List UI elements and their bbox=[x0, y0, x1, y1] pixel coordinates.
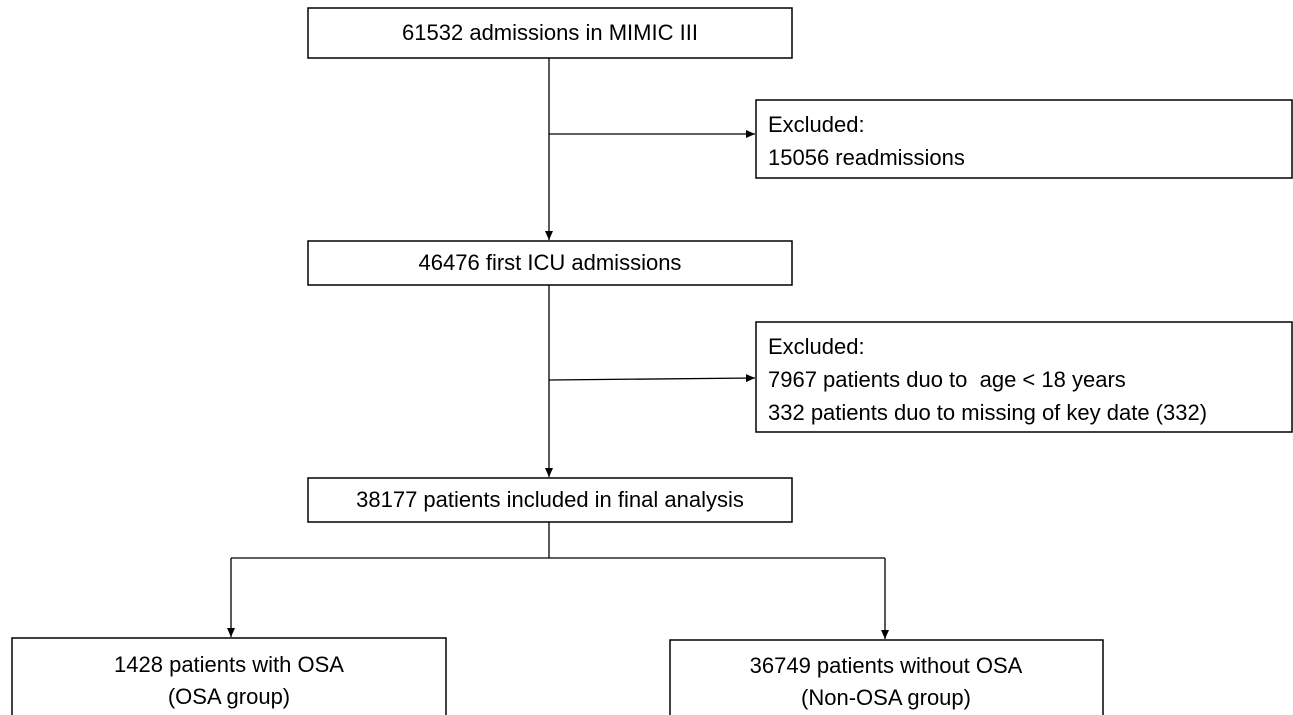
box-text: 46476 first ICU admissions bbox=[419, 250, 682, 275]
box-text: 1428 patients with OSA bbox=[114, 652, 344, 677]
box bbox=[11, 637, 447, 715]
box-text: 38177 patients included in final analysi… bbox=[356, 487, 744, 512]
box bbox=[755, 99, 1293, 179]
box-text: 15056 readmissions bbox=[768, 145, 965, 170]
box-text: 61532 admissions in MIMIC III bbox=[402, 20, 698, 45]
box bbox=[755, 321, 1293, 433]
box-text: Excluded: bbox=[768, 112, 865, 137]
box bbox=[669, 639, 1104, 715]
box-text: 332 patients duo to missing of key date … bbox=[768, 400, 1207, 425]
box bbox=[307, 7, 793, 59]
box-text: 36749 patients without OSA bbox=[750, 653, 1023, 678]
box bbox=[307, 240, 793, 286]
box bbox=[307, 477, 793, 523]
box-text: (OSA group) bbox=[168, 684, 290, 709]
box-text: (Non-OSA group) bbox=[801, 685, 971, 710]
box-text: 7967 patients duo to age < 18 years bbox=[768, 367, 1126, 392]
arrow bbox=[548, 374, 756, 383]
box-text: Excluded: bbox=[768, 334, 865, 359]
